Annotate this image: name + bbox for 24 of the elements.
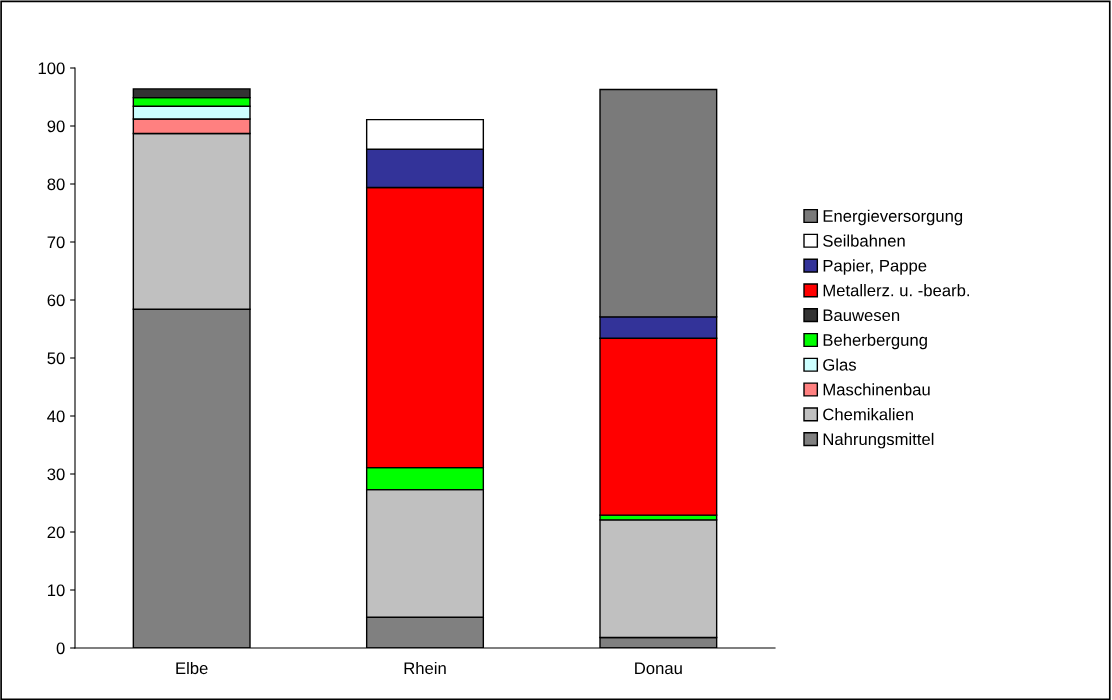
- legend-label: Bauwesen: [823, 309, 900, 322]
- legend-label: Beherbergung: [823, 333, 927, 350]
- y-tick-label: 100: [38, 62, 65, 75]
- legend-label: Maschinenbau: [823, 383, 930, 396]
- y-tick-label: 20: [47, 526, 65, 539]
- legend-label: Papier, Pappe: [823, 259, 927, 275]
- y-tick-label: 50: [47, 352, 65, 365]
- legend-label: Chemikalien: [823, 408, 913, 421]
- y-tick-label: 30: [47, 468, 65, 481]
- legend-label: Seilbahnen: [823, 234, 905, 247]
- legend-label: Metallerz. u. -bearb.: [823, 284, 970, 297]
- y-tick-label: 90: [47, 120, 65, 133]
- y-tick-label: 40: [47, 410, 65, 423]
- x-tick-label: Elbe: [176, 661, 208, 675]
- y-tick-label: 60: [47, 294, 65, 307]
- y-tick-label: 70: [47, 236, 65, 249]
- x-tick-label: Rhein: [404, 661, 446, 675]
- y-tick-label: 80: [47, 178, 65, 191]
- legend-label: Energieversorgung: [823, 209, 963, 226]
- y-tick-label: 10: [48, 584, 65, 597]
- y-tick-label: 0: [56, 642, 65, 655]
- x-tick-label: Donau: [635, 662, 682, 675]
- legend-label: Nahrungsmittel: [823, 432, 934, 449]
- legend-label: Glas: [823, 358, 856, 371]
